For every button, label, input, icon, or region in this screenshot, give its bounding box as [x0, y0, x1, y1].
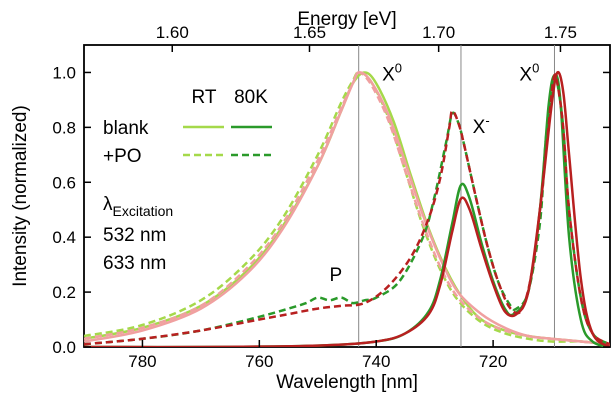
x-tick-label: 760: [245, 352, 273, 371]
plot-frame: [83, 44, 611, 348]
series-line-6: [84, 70, 610, 347]
top-tick-label: 1.65: [293, 23, 326, 42]
legend-row-blank: blank: [103, 118, 149, 139]
legend-col-rt: RT: [192, 87, 217, 108]
peak-label-2: X0: [519, 61, 539, 86]
legend-col-80k: 80K: [234, 87, 268, 108]
peak-label-sup: 0: [395, 61, 402, 76]
series-line-3: [84, 71, 610, 346]
peak-label-sup: -: [485, 113, 489, 128]
y-tick-label: 0.0: [52, 338, 76, 357]
peak-label-sup: 0: [532, 61, 539, 76]
x-tick-label: 740: [362, 352, 390, 371]
peak-label-0: X0: [382, 61, 402, 86]
series-line-7: [84, 73, 610, 346]
y-tick-label: 0.4: [52, 228, 76, 247]
y-tick-label: 0.8: [52, 118, 76, 137]
y-tick-label: 0.6: [52, 173, 76, 192]
top-axis-title: Energy [eV]: [297, 9, 396, 30]
x-axis-title: Wavelength [nm]: [276, 372, 418, 393]
legend-excitation-title: λExcitation: [103, 194, 173, 219]
y-tick-label: 1.0: [52, 63, 76, 82]
y-axis-title: Intensity (normalized): [10, 105, 31, 287]
x-tick-label: 720: [479, 352, 507, 371]
top-tick-label: 1.70: [422, 23, 455, 42]
top-tick-label: 1.60: [156, 23, 189, 42]
y-tick-label: 0.2: [52, 283, 76, 302]
legend-excitation-0: 532 nm: [103, 225, 166, 246]
legend-excitation-1: 633 nm: [103, 253, 166, 274]
peak-label-1: X-: [473, 113, 490, 138]
legend-row-po: +PO: [103, 146, 142, 167]
top-tick-label: 1.75: [544, 23, 577, 42]
legend-excitation-sub: Excitation: [113, 203, 174, 219]
series-line-1: [84, 71, 610, 346]
x-tick-label: 780: [128, 352, 156, 371]
peak-label-3: P: [329, 265, 342, 286]
